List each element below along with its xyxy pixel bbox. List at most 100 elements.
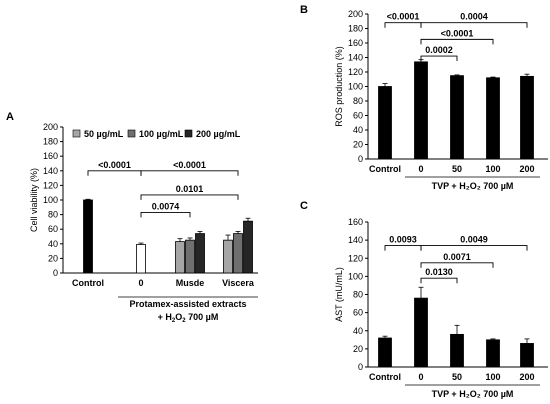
panel-c-bar [414, 297, 428, 368]
panel-c-bar [486, 339, 500, 368]
panel-c-x-tick-label: 100 [485, 372, 500, 382]
panel-a-bar [185, 239, 195, 274]
panel-a-significance-bracket [140, 170, 239, 176]
panel-b-x-tick-label: 100 [485, 164, 500, 174]
panel-c-p-value-label: 0.0071 [443, 252, 471, 262]
panel-b-y-tick-label: 0 [358, 154, 363, 164]
panel-c-y-tick-label: 140 [348, 235, 363, 245]
panel-a-bar [136, 244, 146, 274]
panel-a-bar [195, 233, 205, 274]
panel-c-chart: 0 20 40 60 80 100 120 140 160 AST (mU/mL) Control 0… [334, 217, 548, 399]
panel-a-legend-swatch [72, 129, 81, 138]
panel-a-y-tick-label: 0 [53, 268, 58, 278]
panel-b-significance-bracket [420, 22, 528, 28]
panel-c-y-tick-label: 0 [358, 362, 363, 372]
panel-a-p-value-label: 0.0074 [152, 201, 180, 211]
panel-b-p-value-label: <0.0001 [387, 12, 420, 22]
panel-c-p-value-label: 0.0130 [425, 267, 453, 277]
panel-a-xlabel-post: 700 µM [186, 312, 219, 322]
panel-a-x-tick-label: Control [72, 278, 104, 288]
panel-b-bar [378, 86, 392, 160]
panel-a-significance-bracket [140, 194, 239, 200]
panel-a-legend-label: 50 µg/mL [84, 129, 124, 139]
panel-a-xlabel-line1: Protamex-assisted extracts [129, 299, 246, 309]
panel-b-p-value-label: 0.0002 [425, 45, 453, 55]
panel-c-y-tick-label: 160 [348, 217, 363, 227]
panel-b-y-tick-label: 180 [348, 24, 363, 34]
panel-b-y-tick-label: 80 [353, 96, 363, 106]
panel-a-bar [175, 241, 185, 274]
panel-a-legend-swatch [184, 129, 193, 138]
panel-a-legend-label: 200 µg/mL [196, 129, 241, 139]
panel-a-p-value-label: 0.0101 [176, 184, 204, 194]
panel-c-bar [520, 343, 534, 368]
panel-c-y-tick-label: 40 [353, 326, 363, 336]
panel-a-y-axis-label: Cell viability (%) [29, 168, 39, 232]
panel-b-y-axis-label: ROS production (%) [334, 46, 344, 127]
panel-a-bar [233, 233, 243, 274]
panel-c-bar [378, 337, 392, 368]
panel-a-x-tick-label: 0 [138, 278, 143, 288]
panel-c-y-tick-label: 80 [353, 290, 363, 300]
panel-a-p-value-label: <0.0001 [173, 160, 206, 170]
panel-b-chart: 0 20 40 60 80 100 120 140 160 180 200 ROS productio… [334, 9, 548, 191]
panel-a-y-tick-label: 40 [48, 239, 58, 249]
panel-b-x-tick-label: 200 [519, 164, 534, 174]
panel-a-x-tick-label: Viscera [222, 278, 255, 288]
panel-c-y-tick-label: 20 [353, 344, 363, 354]
panel-b-y-tick-label: 60 [353, 111, 363, 121]
panel-a-y-tick-label: 180 [43, 137, 58, 147]
panel-c-y-tick-label: 60 [353, 308, 363, 318]
panel-a-bar [83, 199, 93, 274]
panel-c-x-tick-label: 200 [519, 372, 534, 382]
panel-b-x-axis-label: TVP + H₂O₂ 700 µM [432, 181, 514, 191]
panel-b-bar [486, 77, 500, 160]
panel-a-y-tick-label: 140 [43, 166, 58, 176]
panel-a-y-tick-label: 120 [43, 180, 58, 190]
panel-a-y-tick-label: 200 [43, 122, 58, 132]
panel-a-xlabel-sub1: 2 [172, 318, 176, 324]
panel-c-x-tick-label: 50 [452, 372, 462, 382]
panel-c-x-tick-label: 0 [418, 372, 423, 382]
panel-b-y-tick-label: 100 [348, 82, 363, 92]
panel-a-xlabel-pre: + H [158, 312, 172, 322]
panel-c-significance-bracket [420, 262, 494, 268]
panel-b-bar [414, 61, 428, 160]
panel-a-y-tick-label: 100 [43, 195, 58, 205]
panel-c-y-tick-label: 100 [348, 271, 363, 281]
panel-c-significance-bracket [420, 245, 528, 251]
panel-a-xlabel-sub2: 2 [182, 318, 186, 324]
panel-b-x-tick-label: 50 [452, 164, 462, 174]
panel-a-bar [243, 220, 253, 274]
panel-b-x-tick-label: Control [369, 164, 401, 174]
panel-c-letter: C [300, 200, 308, 212]
panel-b-y-tick-label: 140 [348, 53, 363, 63]
panel-a-p-value-label: <0.0001 [98, 160, 131, 170]
panel-b-p-value-label: 0.0004 [460, 12, 488, 22]
panel-a-significance-bracket [87, 170, 142, 176]
panel-b-x-tick-label: 0 [418, 164, 423, 174]
panel-b-significance-bracket [384, 22, 422, 28]
panel-b-y-tick-label: 200 [348, 9, 363, 19]
panel-b-y-tick-label: 160 [348, 38, 363, 48]
panel-b-significance-bracket [420, 38, 494, 45]
panel-a-bar [223, 239, 233, 274]
panel-b-bar [450, 75, 464, 160]
panel-a-y-tick-label: 20 [48, 253, 58, 263]
panel-c-y-tick-label: 120 [348, 253, 363, 263]
panel-c-x-axis-label: TVP + H₂O₂ 700 µM [432, 389, 514, 399]
panel-a-x-tick-label: Musde [176, 278, 205, 288]
panel-a-y-tick-label: 160 [43, 151, 58, 161]
panel-c-x-tick-label: Control [369, 372, 401, 382]
panel-a-y-tick-label: 60 [48, 224, 58, 234]
panel-b-y-tick-label: 120 [348, 67, 363, 77]
panel-a-chart: 0 20 40 60 80 100 120 140 160 180 200 Cell viabilit… [29, 122, 258, 298]
panel-b-y-tick-label: 40 [353, 125, 363, 135]
panel-c-p-value-label: 0.0049 [460, 235, 488, 245]
panel-c-significance-bracket [384, 245, 422, 251]
panel-a-xlabel-line2: + H2O2 700 µM [158, 312, 219, 324]
panel-b-p-value-label: <0.0001 [441, 28, 474, 38]
panel-b-y-tick-label: 20 [353, 140, 363, 150]
panel-c-y-axis-label: AST (mU/mL) [334, 267, 344, 322]
